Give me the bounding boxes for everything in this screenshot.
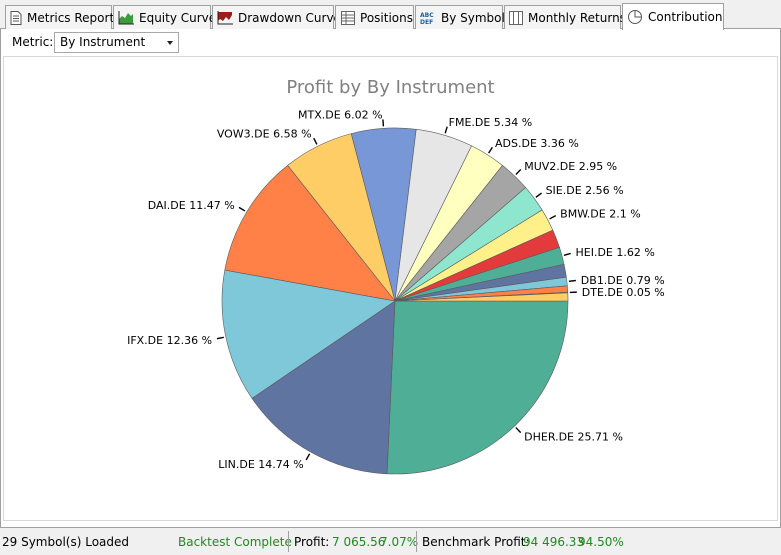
tab-monthly-returns[interactable]: Monthly Returns xyxy=(504,5,626,29)
pie-leader-line xyxy=(488,146,493,154)
pie-slice-lin-de[interactable] xyxy=(251,300,396,475)
pie-label: HEI.DE 1.62 % xyxy=(576,246,655,259)
tab-contribution[interactable]: Contribution xyxy=(622,3,724,30)
pie-label: DAI.DE 11.47 % xyxy=(148,199,235,212)
pie-chart: DHER.DE 25.71 % LIN.DE 14.74 % IFX.DE 12.3… xyxy=(127,108,665,475)
tab-label: Drawdown Curve xyxy=(238,10,341,25)
pie-leader-line xyxy=(238,206,246,212)
tab-label: Metrics Report xyxy=(27,10,115,25)
status-bar: 29 Symbol(s) Loaded Backtest Complete Pr… xyxy=(0,528,781,555)
tab-drawdown-curve[interactable]: Drawdown Curve xyxy=(212,5,341,29)
pie-slice-ifx-de[interactable] xyxy=(221,269,396,399)
pie-leader-line xyxy=(313,137,318,145)
pie-leader-line xyxy=(549,215,557,220)
symbols-loaded-status: 29 Symbol(s) Loaded xyxy=(2,535,130,549)
equity-chart-icon xyxy=(118,10,134,26)
pie-label: SIE.DE 2.56 % xyxy=(546,184,624,197)
pie-leader-line xyxy=(515,168,522,175)
benchmark-profit-label: Benchmark Profit: xyxy=(422,535,530,549)
profit-percent: 7.07% xyxy=(380,535,419,549)
svg-text:ABC: ABC xyxy=(420,12,434,19)
tab-label: Monthly Returns xyxy=(528,10,626,25)
chevron-down-icon xyxy=(167,41,173,45)
tab-equity-curve[interactable]: Equity Curve xyxy=(113,5,216,29)
pie-leader-line xyxy=(216,336,224,340)
metric-dropdown[interactable]: By Instrument xyxy=(54,32,179,53)
pie-leader-line xyxy=(305,453,311,461)
pie-slice-dai-de[interactable] xyxy=(224,164,396,302)
pie-label: DHER.DE 25.71 % xyxy=(524,430,623,443)
tab-label: By Symbol xyxy=(441,10,505,25)
document-icon xyxy=(10,10,22,26)
drawdown-chart-icon xyxy=(217,10,233,26)
grid-icon xyxy=(340,10,355,26)
status-divider xyxy=(416,531,417,552)
pie-leader-line xyxy=(515,427,522,434)
pie-leader-line xyxy=(568,279,576,282)
pie-label: VOW3.DE 6.58 % xyxy=(217,128,312,141)
profit-value: 7 065.56 xyxy=(332,535,386,549)
status-divider xyxy=(288,531,289,552)
pie-leader-line xyxy=(563,252,571,256)
profit-label: Profit: xyxy=(294,535,330,549)
chart-title: Profit by By Instrument xyxy=(286,77,495,98)
pie-chart-icon xyxy=(627,9,643,25)
pie-label: MUV2.DE 2.95 % xyxy=(524,160,617,173)
tab-metrics-report[interactable]: Metrics Report xyxy=(5,5,115,29)
metric-bar: Metric: By Instrument xyxy=(1,29,780,56)
tab-by-symbol[interactable]: ABC DEF By Symbol xyxy=(415,5,505,29)
benchmark-profit-value: 94 496.33 xyxy=(523,535,585,549)
pie-label: LIN.DE 14.74 % xyxy=(218,458,303,471)
pie-leader-line xyxy=(444,126,448,134)
tab-label: Positions xyxy=(360,10,413,25)
columns-icon xyxy=(509,10,523,26)
tab-label: Equity Curve xyxy=(139,10,217,25)
tab-label: Contribution xyxy=(648,10,723,24)
tab-bar: Metrics Report Equity Curve Drawdown Cur… xyxy=(0,0,781,30)
pie-slice[interactable] xyxy=(394,292,569,302)
tab-positions[interactable]: Positions xyxy=(335,5,414,29)
abc-def-icon: ABC DEF xyxy=(420,10,436,26)
pie-label: ADS.DE 3.36 % xyxy=(495,137,579,150)
pie-label: IFX.DE 12.36 % xyxy=(127,334,212,347)
pie-leader-line xyxy=(535,192,542,198)
pie-label: BMW.DE 2.1 % xyxy=(560,207,641,220)
metric-dropdown-value: By Instrument xyxy=(60,35,146,49)
backtest-status: Backtest Complete xyxy=(178,535,292,549)
svg-text:DEF: DEF xyxy=(420,19,433,25)
pie-label: DTE.DE 0.05 % xyxy=(582,286,665,299)
metric-label: Metric: xyxy=(12,35,54,49)
pie-label: MTX.DE 6.02 % xyxy=(298,108,383,121)
pie-label: DB1.DE 0.79 % xyxy=(581,274,665,287)
benchmark-profit-percent: 94.50% xyxy=(578,535,624,549)
pie-slice-dher-de[interactable] xyxy=(386,300,569,475)
pie-label: FME.DE 5.34 % xyxy=(449,116,533,129)
